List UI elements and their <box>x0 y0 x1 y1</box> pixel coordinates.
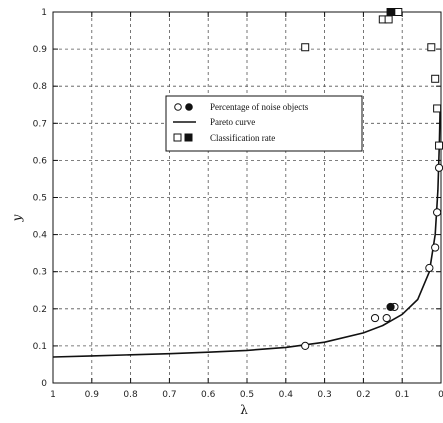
y-tick-label: 0.8 <box>33 82 48 92</box>
classification-point-open <box>435 141 443 150</box>
classification-point-filled <box>386 8 395 16</box>
x-tick-label: 0.8 <box>123 390 138 400</box>
x-tick-label: 0.4 <box>279 390 294 400</box>
legend-open-circle-marker <box>174 103 182 111</box>
x-tick-label: 0.1 <box>395 390 409 400</box>
tick-layer: 1 0.9 0.8 0.7 0.6 0.5 0.4 0.3 0.2 0.1 0 0 0.1 0.2 0.3 0… <box>33 8 443 400</box>
x-tick-label: 0.7 <box>162 390 176 400</box>
x-tick-label: 0.5 <box>240 390 254 400</box>
y-tick-label: 0.1 <box>33 342 47 352</box>
y-axis-title: y <box>10 214 24 222</box>
y-tick-label: 0.2 <box>33 305 47 315</box>
noise-point-open <box>370 313 380 323</box>
classification-point-open <box>301 43 310 52</box>
x-tick-label: 0.2 <box>356 390 370 400</box>
x-tick-label: 0.3 <box>317 390 331 400</box>
legend-label-pareto: Pareto curve <box>210 117 255 127</box>
x-tick-label: 1 <box>50 390 56 400</box>
marker-layer <box>301 8 443 350</box>
x-tick-label: 0.6 <box>201 390 216 400</box>
classification-point-open <box>431 74 440 83</box>
legend-filled-circle-marker <box>185 103 193 111</box>
legend: Percentage of noise objects Pareto curve… <box>165 95 363 152</box>
legend-open-square-marker <box>173 133 182 142</box>
noise-point-open <box>301 341 310 350</box>
y-tick-label: 0.7 <box>33 119 47 129</box>
noise-point-filled <box>386 302 395 312</box>
y-tick-label: 0.6 <box>33 156 48 166</box>
pareto-curve-line <box>52 104 441 358</box>
classification-point-open <box>433 104 442 113</box>
y-tick-label: 0.4 <box>33 231 48 241</box>
x-tick-label: 0.9 <box>85 390 100 400</box>
y-tick-label: 0.5 <box>33 194 47 204</box>
curve-layer <box>52 104 441 358</box>
noise-point-open <box>382 313 391 323</box>
legend-label-classification: Classification rate <box>210 133 275 143</box>
legend-box <box>165 95 363 152</box>
y-tick-label: 1 <box>41 8 47 18</box>
x-axis-title: λ <box>240 403 248 417</box>
noise-point-open <box>434 163 443 172</box>
y-tick-label: 0.9 <box>33 45 48 55</box>
grid-layer <box>53 12 441 383</box>
noise-point-open <box>431 243 440 252</box>
classification-point-open <box>394 8 403 16</box>
classification-point-open <box>427 43 436 52</box>
legend-filled-square-marker <box>184 133 193 142</box>
classification-point-open <box>384 15 393 24</box>
legend-label-noise: Percentage of noise objects <box>210 102 309 112</box>
y-tick-label: 0.3 <box>33 268 47 278</box>
y-tick-label: 0 <box>41 379 47 389</box>
noise-point-open <box>433 208 442 217</box>
noise-point-open <box>425 263 434 273</box>
x-tick-label: 0 <box>438 390 443 400</box>
